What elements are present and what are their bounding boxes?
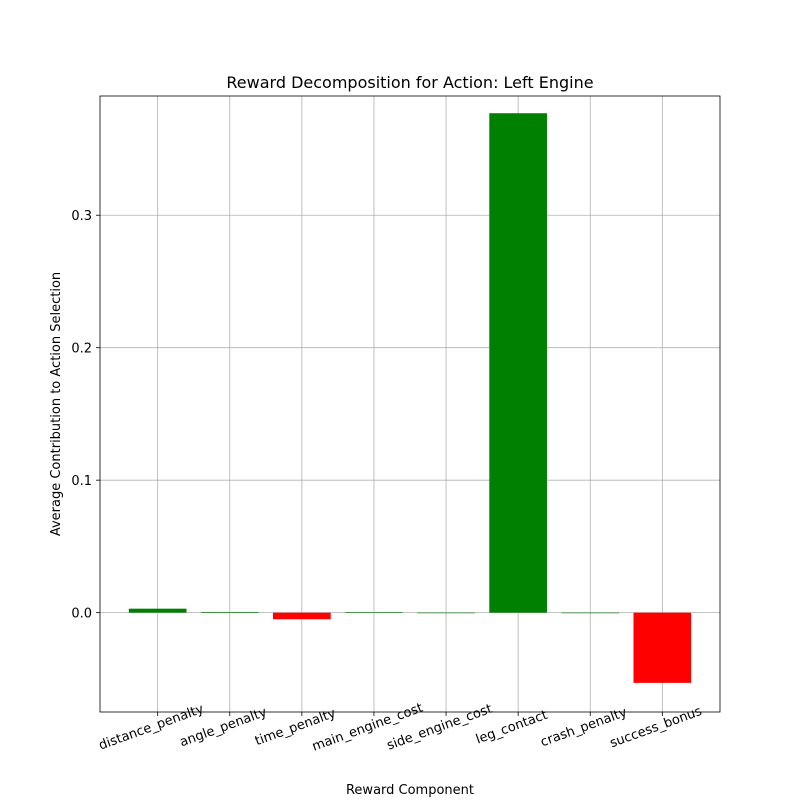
bar-time-penalty: [273, 612, 331, 620]
plot-frame: [99, 95, 721, 713]
chart-title: Reward Decomposition for Action: Left En…: [226, 73, 593, 92]
grid-layer: [100, 96, 720, 712]
bar-main-engine-cost: [345, 612, 403, 613]
x-axis-label: Reward Component: [346, 783, 474, 798]
y-tick-label: 0.1: [71, 474, 92, 489]
y-tick-label: 0.3: [71, 209, 92, 224]
bar-crash-penalty: [561, 612, 620, 614]
y-axis-label: Average Contribution to Action Selection: [49, 272, 64, 536]
bar-leg-contact: [489, 113, 547, 613]
bar-side-engine-cost: [417, 612, 475, 614]
bar-angle-penalty: [200, 611, 259, 613]
bar-success-bonus: [633, 612, 692, 683]
y-axis-ticks: 0.0 0.1 0.2 0.3: [71, 209, 100, 622]
bar-distance-penalty: [128, 608, 187, 613]
x-axis-ticks: distance_penaltyangle_penaltytime_penalt…: [97, 701, 704, 755]
bars-layer: [128, 113, 692, 683]
y-tick-label: 0.2: [71, 342, 92, 357]
y-tick-label: 0.0: [71, 607, 92, 622]
